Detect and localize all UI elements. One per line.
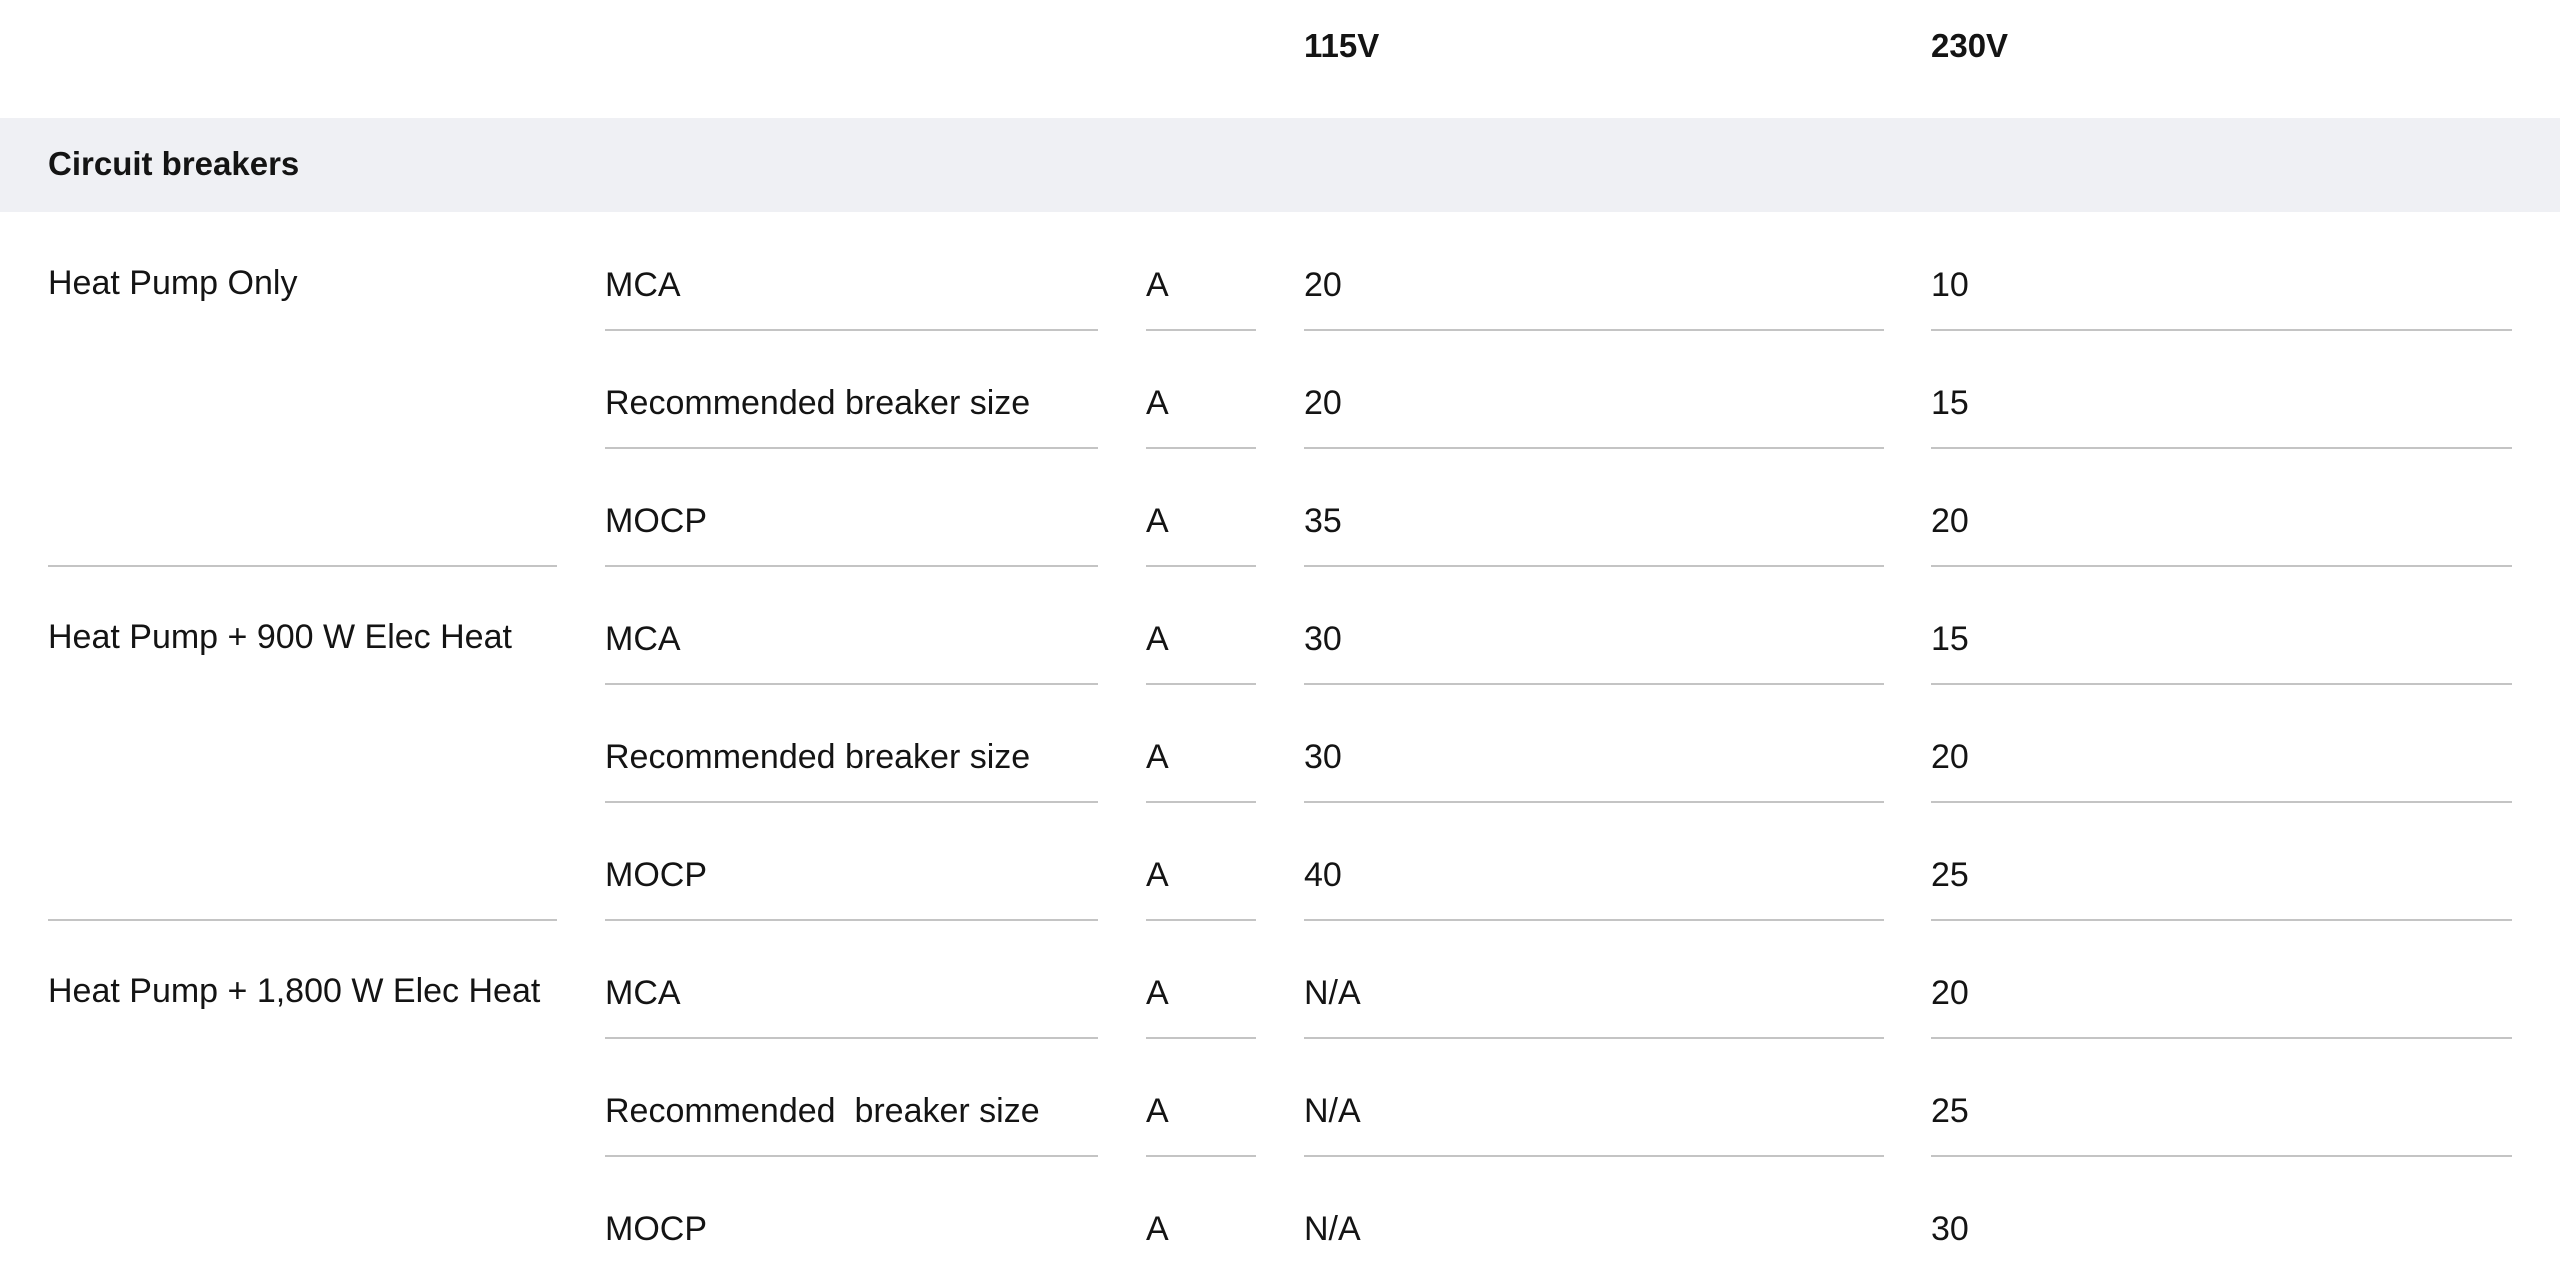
row-divider: [1146, 1037, 1256, 1039]
row-divider: [1304, 801, 1884, 803]
row-divider: [1931, 447, 2512, 449]
table-header-row: 115V 230V: [0, 0, 2560, 118]
value-115v-cell: 20: [1304, 266, 1342, 304]
value-230v-cell: 10: [1931, 266, 1969, 304]
row-divider: [1146, 565, 1256, 567]
metric-cell: MCA: [605, 266, 681, 304]
value-230v-cell: 25: [1931, 856, 1969, 894]
group-label: Heat Pump + 900 W Elec Heat: [48, 618, 512, 656]
value-115v-cell: 20: [1304, 384, 1342, 422]
group-divider: [48, 565, 557, 567]
row-divider: [605, 919, 1098, 921]
value-115v-cell: N/A: [1304, 1092, 1361, 1130]
section-title: Circuit breakers: [48, 145, 300, 182]
row-divider: [1146, 919, 1256, 921]
unit-cell: A: [1146, 1092, 1169, 1130]
metric-cell: MCA: [605, 974, 681, 1012]
unit-cell: A: [1146, 738, 1169, 776]
value-115v-cell: N/A: [1304, 974, 1361, 1012]
metric-cell: MOCP: [605, 856, 707, 894]
row-divider: [1304, 1155, 1884, 1157]
row-divider: [1146, 447, 1256, 449]
row-divider: [1931, 801, 2512, 803]
row-divider: [1146, 801, 1256, 803]
row-divider: [605, 329, 1098, 331]
row-divider: [1931, 1155, 2512, 1157]
group-divider: [48, 919, 557, 921]
row-divider: [605, 447, 1098, 449]
value-230v-cell: 30: [1931, 1210, 1969, 1248]
unit-cell: A: [1146, 974, 1169, 1012]
row-divider: [605, 801, 1098, 803]
row-divider: [1931, 565, 2512, 567]
metric-cell: MCA: [605, 620, 681, 658]
value-230v-cell: 20: [1931, 974, 1969, 1012]
row-divider: [1931, 919, 2512, 921]
row-divider: [605, 1155, 1098, 1157]
column-header-230v: 230V: [1931, 27, 2009, 64]
metric-cell: MOCP: [605, 1210, 707, 1248]
unit-cell: A: [1146, 502, 1169, 540]
row-divider: [605, 1037, 1098, 1039]
row-divider: [1304, 683, 1884, 685]
value-230v-cell: 20: [1931, 502, 1969, 540]
value-230v-cell: 15: [1931, 384, 1969, 422]
row-divider: [1931, 1037, 2512, 1039]
row-divider: [1304, 1037, 1884, 1039]
row-divider: [605, 683, 1098, 685]
row-divider: [1304, 919, 1884, 921]
value-115v-cell: 40: [1304, 856, 1342, 894]
unit-cell: A: [1146, 620, 1169, 658]
metric-cell: Recommended breaker size: [605, 738, 1031, 776]
value-115v-cell: 30: [1304, 620, 1342, 658]
unit-cell: A: [1146, 1210, 1169, 1248]
unit-cell: A: [1146, 856, 1169, 894]
metric-cell: MOCP: [605, 502, 707, 540]
row-divider: [605, 565, 1098, 567]
column-header-115v: 115V: [1304, 27, 1380, 64]
row-divider: [1304, 447, 1884, 449]
group-label: Heat Pump Only: [48, 264, 298, 302]
row-divider: [1931, 329, 2512, 331]
value-115v-cell: N/A: [1304, 1210, 1361, 1248]
row-divider: [1146, 1155, 1256, 1157]
value-230v-cell: 25: [1931, 1092, 1969, 1130]
row-divider: [1146, 329, 1256, 331]
group-label: Heat Pump + 1,800 W Elec Heat: [48, 972, 541, 1010]
metric-cell: Recommended breaker size: [605, 1092, 1040, 1130]
value-230v-cell: 15: [1931, 620, 1969, 658]
row-divider: [1931, 683, 2512, 685]
value-115v-cell: 35: [1304, 502, 1342, 540]
section-header: Circuit breakers: [0, 118, 2560, 212]
metric-cell: Recommended breaker size: [605, 384, 1031, 422]
unit-cell: A: [1146, 266, 1169, 304]
row-divider: [1146, 683, 1256, 685]
unit-cell: A: [1146, 384, 1169, 422]
value-115v-cell: 30: [1304, 738, 1342, 776]
row-divider: [1304, 329, 1884, 331]
value-230v-cell: 20: [1931, 738, 1969, 776]
row-divider: [1304, 565, 1884, 567]
